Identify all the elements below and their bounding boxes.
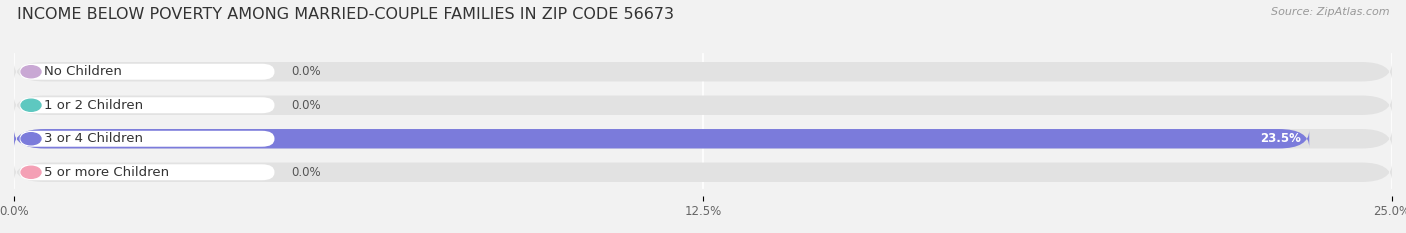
FancyBboxPatch shape [14,62,1392,82]
Text: 5 or more Children: 5 or more Children [44,166,169,179]
FancyBboxPatch shape [14,129,1309,148]
Circle shape [21,166,41,178]
FancyBboxPatch shape [14,96,1392,115]
Circle shape [21,133,41,145]
Circle shape [21,66,41,78]
Text: 3 or 4 Children: 3 or 4 Children [44,132,143,145]
FancyBboxPatch shape [14,163,1392,182]
Text: 0.0%: 0.0% [291,65,321,78]
FancyBboxPatch shape [20,97,274,113]
FancyBboxPatch shape [20,64,274,80]
Text: INCOME BELOW POVERTY AMONG MARRIED-COUPLE FAMILIES IN ZIP CODE 56673: INCOME BELOW POVERTY AMONG MARRIED-COUPL… [17,7,673,22]
Circle shape [21,99,41,111]
Text: No Children: No Children [44,65,122,78]
Text: 0.0%: 0.0% [291,166,321,179]
Text: Source: ZipAtlas.com: Source: ZipAtlas.com [1271,7,1389,17]
FancyBboxPatch shape [20,164,274,180]
Text: 1 or 2 Children: 1 or 2 Children [44,99,143,112]
FancyBboxPatch shape [20,131,274,147]
FancyBboxPatch shape [14,129,1392,148]
Text: 23.5%: 23.5% [1260,132,1301,145]
Text: 0.0%: 0.0% [291,99,321,112]
